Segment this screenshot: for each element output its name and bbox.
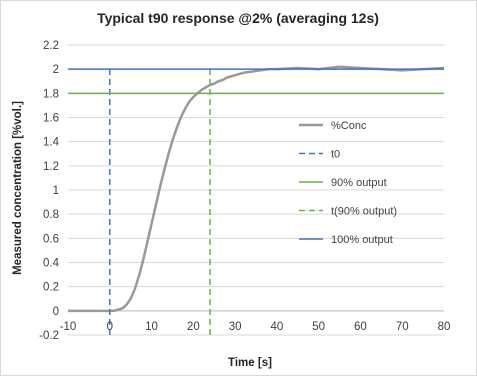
y-tick-label: 2.2: [43, 40, 59, 52]
y-tick-label: 2: [53, 64, 59, 76]
x-axis-title: Time [s]: [228, 357, 272, 369]
y-tick-label: 0.8: [43, 209, 59, 221]
x-tick-label: -10: [60, 321, 77, 333]
y-tick-label: 1.6: [43, 113, 59, 125]
legend-label: 100% output: [331, 234, 393, 246]
x-tick-label: 50: [312, 321, 325, 333]
y-tick-label: 0.4: [43, 258, 60, 270]
x-tick-label: 20: [187, 321, 200, 333]
x-tick-label: 30: [229, 321, 242, 333]
y-tick-label: 0: [53, 306, 59, 318]
legend-label: %Conc: [331, 120, 367, 132]
y-tick-label: 0.6: [43, 233, 59, 245]
chart-title: Typical t90 response @2% (averaging 12s): [97, 10, 379, 26]
series-layer: [68, 65, 445, 335]
series-line--conc: [68, 65, 445, 313]
x-tick-label: 0: [107, 321, 113, 333]
legend: %Conc t0 90% output t(90% output) 100% outpu…: [299, 120, 397, 246]
y-tick-label: 1.4: [43, 137, 60, 149]
x-tick-label: 60: [354, 321, 367, 333]
legend-label: 90% output: [331, 177, 387, 189]
tick-labels: -0.200.20.40.60.811.21.41.61.822.2-10 0 10…: [39, 40, 450, 342]
x-tick-label: 40: [270, 321, 283, 333]
y-tick-label: 1.8: [43, 88, 59, 100]
x-tick-label: 10: [145, 321, 158, 333]
y-axis-title: Measured concentration [%vol.]: [12, 101, 24, 275]
y-tick-label: 0.2: [43, 282, 59, 294]
y-tick-label: 1: [53, 185, 59, 197]
x-tick-label: 70: [396, 321, 409, 333]
x-tick-label: 80: [438, 321, 451, 333]
y-tick-label: 1.2: [43, 161, 59, 173]
legend-label: t0: [331, 149, 340, 161]
legend-label: t(90% output): [331, 206, 397, 218]
y-tick-label: -0.2: [39, 330, 59, 342]
grid-lines: [68, 44, 444, 336]
